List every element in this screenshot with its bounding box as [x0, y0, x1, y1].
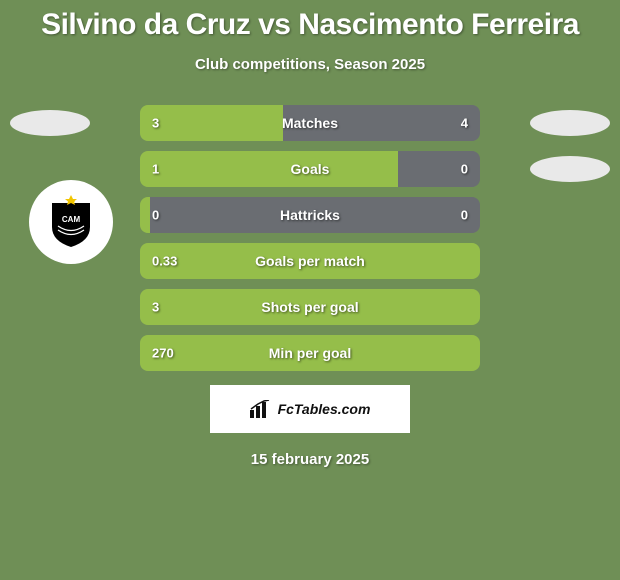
stat-row: Goals 1 0 — [0, 151, 620, 187]
stat-bar: Goals 1 0 — [140, 151, 480, 187]
stat-label: Matches — [282, 115, 338, 131]
subtitle: Club competitions, Season 2025 — [0, 56, 620, 73]
stat-value-right: 0 — [461, 162, 468, 177]
player-badge-right — [530, 294, 610, 320]
stat-label: Shots per goal — [261, 299, 358, 315]
brand-text: FcTables.com — [278, 401, 371, 417]
stat-value-left: 270 — [152, 346, 174, 361]
stat-value-left: 3 — [152, 116, 159, 131]
svg-text:CAM: CAM — [62, 215, 81, 224]
player-badge-right — [530, 340, 610, 366]
player-badge-right — [530, 110, 610, 136]
player-badge-left — [10, 294, 90, 320]
stat-label: Goals per match — [255, 253, 365, 269]
player-badge-left — [10, 110, 90, 136]
stat-row: Min per goal 270 — [0, 335, 620, 371]
comparison-infographic: Silvino da Cruz vs Nascimento Ferreira C… — [0, 0, 620, 580]
stat-value-right: 4 — [461, 116, 468, 131]
stat-value-right: 0 — [461, 208, 468, 223]
stat-row: Matches 3 4 — [0, 105, 620, 141]
stat-bar: Min per goal 270 — [140, 335, 480, 371]
stat-value-left: 3 — [152, 300, 159, 315]
page-title: Silvino da Cruz vs Nascimento Ferreira — [0, 0, 620, 42]
bar-segment-left — [140, 105, 283, 141]
bar-segment-left — [140, 151, 398, 187]
stat-bar: Matches 3 4 — [140, 105, 480, 141]
player-badge-right — [530, 202, 610, 228]
stat-value-left: 0 — [152, 208, 159, 223]
stat-label: Min per goal — [269, 345, 351, 361]
stat-bar: Hattricks 0 0 — [140, 197, 480, 233]
stat-bar: Goals per match 0.33 — [140, 243, 480, 279]
stat-label: Goals — [291, 161, 330, 177]
brand-bars-icon — [250, 400, 272, 418]
stat-row: Shots per goal 3 — [0, 289, 620, 325]
brand-box: FcTables.com — [210, 385, 410, 433]
player-badge-left — [10, 340, 90, 366]
stat-value-left: 0.33 — [152, 254, 177, 269]
club-logo-left: CAM — [29, 180, 113, 264]
player-badge-right — [530, 156, 610, 182]
player-badge-left — [10, 156, 90, 182]
shield-icon: CAM — [48, 195, 94, 249]
stat-value-left: 1 — [152, 162, 159, 177]
bar-segment-left — [140, 197, 150, 233]
date-line: 15 february 2025 — [0, 451, 620, 468]
player-badge-right — [530, 248, 610, 274]
stat-label: Hattricks — [280, 207, 340, 223]
stat-bar: Shots per goal 3 — [140, 289, 480, 325]
